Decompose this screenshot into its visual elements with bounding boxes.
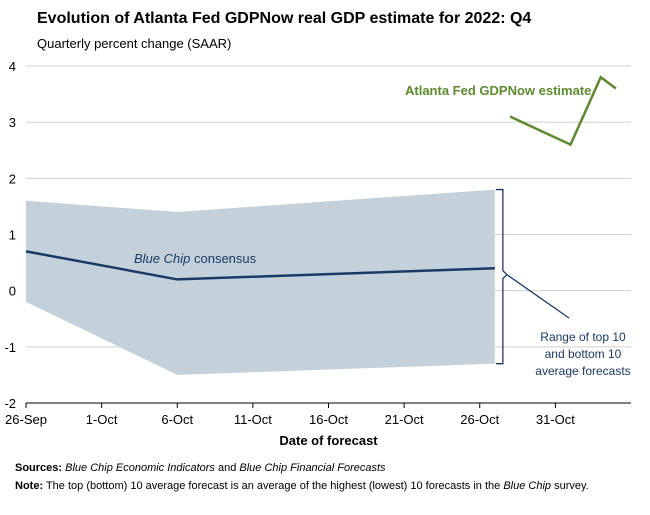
annotations: Atlanta Fed GDPNow estimate Blue Chip con… xyxy=(134,83,631,378)
bluechip-label-italic: Blue Chip xyxy=(134,251,190,266)
sources-label: Sources: xyxy=(15,462,63,474)
range-band xyxy=(26,189,495,375)
x-tick-label: 31-Oct xyxy=(536,412,575,427)
chart-svg: -2 -1 0 1 2 3 4 26-Sep 1-Oct 6-Oct 11-Oct 16-Oct 21-… xyxy=(4,59,631,448)
bluechip-line xyxy=(25,250,495,281)
x-tick-label: 26-Oct xyxy=(460,412,499,427)
x-tick-label: 16-Oct xyxy=(309,412,348,427)
range-bracket xyxy=(495,188,508,365)
range-label-line: Range of top 10 xyxy=(540,330,626,344)
y-tick-label: 0 xyxy=(9,284,16,299)
y-tick-label: 3 xyxy=(9,115,16,130)
range-leader-line xyxy=(506,274,570,319)
chart-title: Evolution of Atlanta Fed GDPNow real GDP… xyxy=(37,10,532,27)
gdpnow-line xyxy=(509,75,617,147)
sources-title-2: Blue Chip Financial Forecasts xyxy=(239,462,386,474)
bluechip-label: Blue Chip consensus xyxy=(134,251,257,266)
x-axis-title: Date of forecast xyxy=(279,433,378,448)
y-tick-label: 1 xyxy=(9,228,16,243)
x-tick-label: 11-Oct xyxy=(234,412,272,427)
x-tick-label: 26-Sep xyxy=(5,412,47,427)
note-label: Note: xyxy=(15,480,44,492)
x-tick-label: 21-Oct xyxy=(385,412,424,427)
note-end: survey. xyxy=(551,480,589,492)
x-tick-label: 1-Oct xyxy=(86,412,118,427)
range-label-line: and bottom 10 xyxy=(545,347,622,361)
sources-line: Sources: Blue Chip Economic Indicators a… xyxy=(15,462,386,474)
bluechip-label-rest: consensus xyxy=(190,251,256,266)
series-group xyxy=(25,75,617,281)
chart-subtitle: Quarterly percent change (SAAR) xyxy=(37,36,232,51)
y-tick-label: 4 xyxy=(9,59,16,74)
y-tick-label: 2 xyxy=(9,171,16,186)
gdpnow-label: Atlanta Fed GDPNow estimate xyxy=(405,83,591,98)
sources-title-1: Blue Chip Economic Indicators xyxy=(62,462,215,474)
sources-and: and xyxy=(214,462,240,474)
y-tick-label: -2 xyxy=(4,396,16,411)
range-band-area xyxy=(26,189,495,375)
note-line: Note: The top (bottom) 10 average foreca… xyxy=(15,480,589,492)
note-text: The top (bottom) 10 average forecast is … xyxy=(43,480,504,492)
axes: -2 -1 0 1 2 3 4 26-Sep 1-Oct 6-Oct 11-Oct 16-Oct 21-… xyxy=(4,59,631,448)
range-label-line: average forecasts xyxy=(535,364,630,378)
note-italic: Blue Chip xyxy=(503,480,552,492)
x-tick-label: 6-Oct xyxy=(161,412,193,427)
y-tick-label: -1 xyxy=(4,340,16,355)
